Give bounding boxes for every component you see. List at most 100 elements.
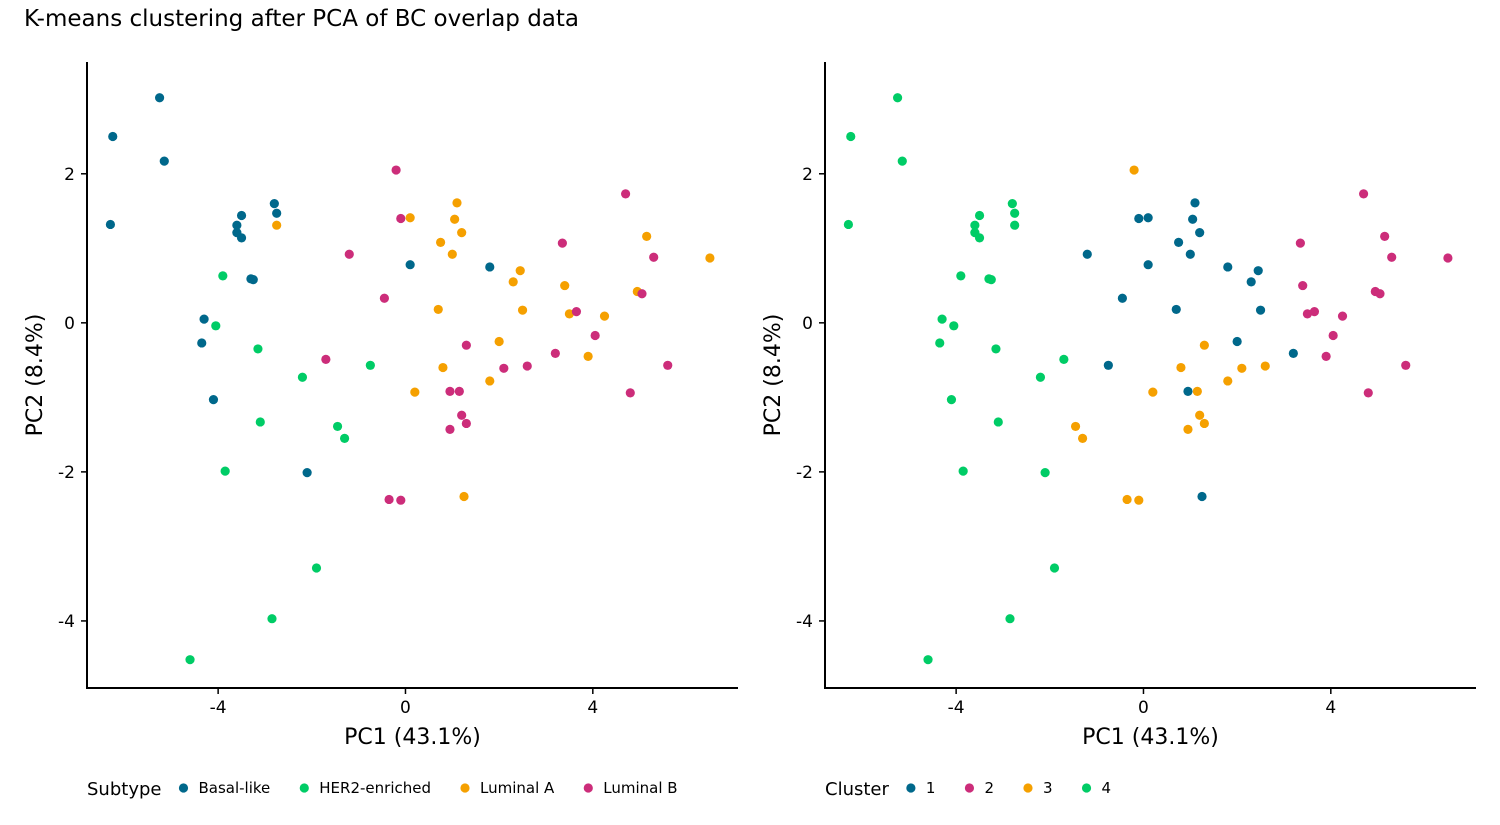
panel1-point-luminal-a [560,280,570,291]
panel1-point-luminal-b [637,289,647,299]
panel1-point-her2-enriched [255,417,265,427]
panel1-y-axis-title: PC2 (8.4%) [23,314,48,437]
panel2-point-4 [970,220,980,230]
panel1-point-luminal-b [384,494,394,505]
panel2-point-3 [1077,433,1088,443]
panel2-point-1 [1246,277,1256,287]
panel1-point-luminal-a [405,213,415,223]
panel1-point-basal-like [485,262,495,272]
panel1-point-her2-enriched [218,271,228,281]
panel1-point-luminal-a [447,249,457,259]
panel2-x-axis-title: PC1 (43.1%) [1082,725,1219,750]
panel2-point-4 [1010,208,1020,218]
panel1-point-basal-like [154,93,165,103]
panel2-point-1 [1183,386,1193,396]
panel1-point-luminal-b [499,363,509,373]
panel2-point-2 [1328,330,1338,341]
panel2-y-tick-label: 2 [802,165,813,185]
panel2-point-1 [1195,228,1205,238]
panel2-y-axis-title: PC2 (8.4%) [761,314,786,437]
panel2-point-3 [1129,165,1139,175]
panel1-point-luminal-b [321,354,331,364]
panel1-point-her2-enriched [365,360,375,370]
panel1-point-luminal-b [571,307,582,317]
panel2-point-2 [1321,351,1331,361]
panel2-x-tick-label: -4 [948,698,965,718]
panel1-point-luminal-a [433,304,443,315]
panel2-point-2 [1295,238,1305,248]
panel1-point-luminal-a [599,311,610,321]
panel1-legend-label-basal-like: Basal-like [198,779,270,797]
panel1-point-basal-like [208,394,219,405]
panel2-point-1 [1253,266,1263,276]
panel1-point-basal-like [108,131,118,142]
panel2-point-2 [1387,252,1397,262]
panel2-point-2 [1337,311,1348,321]
panel1-point-basal-like [159,156,169,166]
panel1-point-basal-like [105,219,116,230]
panel1-y-tick-label: 0 [64,314,75,334]
panel1-point-luminal-a [494,336,504,347]
panel2-point-3 [1122,494,1132,505]
panel2-point-3 [1192,386,1202,396]
panel2-legend-key-3 [1023,783,1033,793]
panel2-point-3 [1070,421,1081,432]
panel2-y-tick-label: 0 [802,314,813,334]
panel2-point-2 [1363,388,1373,398]
panel1-point-luminal-b [461,340,471,350]
panel1-point-luminal-b [454,386,464,396]
panel1-point-luminal-b [445,386,455,396]
panel2-legend-label-3: 3 [1043,779,1053,797]
panel2-point-4 [986,275,996,285]
panel2-point-3 [1260,361,1270,371]
panel1-point-luminal-a [517,305,528,315]
panel1-point-luminal-a [583,351,593,361]
panel1-x-tick-label: 4 [587,698,598,718]
panel2-point-1 [1188,214,1198,224]
panel1-point-luminal-a [457,228,467,238]
panel1-point-luminal-b [557,238,567,248]
panel1-point-basal-like [199,314,209,324]
panel2-point-4 [956,271,966,281]
panel1-point-her2-enriched [311,563,322,573]
panel1-point-luminal-b [396,213,406,224]
panel2-point-4 [1010,220,1020,230]
panel1-point-luminal-b [625,388,635,398]
panel1-x-axis-title: PC1 (43.1%) [344,725,481,750]
panel2-point-4 [958,466,968,476]
panel1-point-basal-like [236,233,247,243]
panel1-legend-label-luminal-a: Luminal A [480,779,555,797]
panel2-point-2 [1309,307,1320,317]
panel1-point-her2-enriched [267,614,277,624]
panel1-point-her2-enriched [185,655,195,665]
panel2-point-1 [1143,213,1153,223]
panel1-point-her2-enriched [211,321,221,331]
panel1-point-luminal-b [461,418,471,429]
panel2-point-1 [1143,260,1153,270]
panel2-point-4 [991,344,1001,354]
panel1-point-basal-like [197,338,207,348]
panel2-point-1 [1197,491,1207,502]
panel1-point-luminal-a [705,253,715,263]
panel2-y-tick-label: -2 [796,463,813,483]
panel2-point-3 [1199,340,1209,350]
panel2-point-2 [1375,289,1385,299]
panel1-point-basal-like [269,198,279,209]
panel1-point-her2-enriched [253,344,263,354]
panel1-x-tick-label: -4 [210,698,227,718]
panel2-point-3 [1199,418,1209,429]
panel2-legend-key-2 [964,783,975,793]
panel2-point-4 [974,233,985,243]
panel1-point-basal-like [302,468,312,478]
panel1-point-basal-like [232,220,242,230]
panel2-x-tick-label: 0 [1138,698,1149,718]
panel1-point-her2-enriched [220,466,230,476]
panel2-point-1 [1185,249,1195,259]
panel2-legend-label-2: 2 [984,779,994,797]
panel2-point-4 [1049,563,1060,573]
panel1-point-basal-like [248,275,258,285]
panel1-point-luminal-b [663,360,673,370]
panel1-point-luminal-a [508,277,518,287]
panel1-point-basal-like [272,208,282,218]
